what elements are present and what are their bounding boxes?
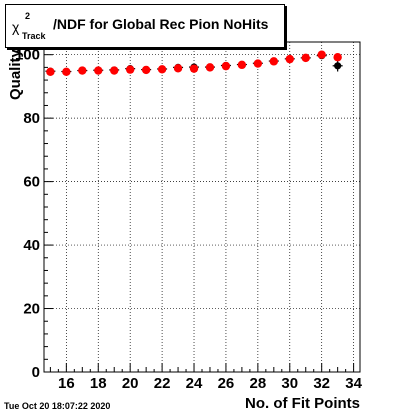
data-point <box>62 67 71 77</box>
y-tick-label: 80 <box>23 110 40 127</box>
title-subscript: Track <box>22 31 46 41</box>
x-tick-label: 20 <box>122 375 139 392</box>
chart-title-box: χ 2 Track /NDF for Global Rec Pion NoHit… <box>5 4 285 48</box>
x-tick-label: 32 <box>313 375 330 392</box>
y-tick-label: 100 <box>15 47 40 64</box>
data-point <box>110 66 119 75</box>
x-tick-label: 16 <box>58 375 75 392</box>
x-tick-label: 28 <box>250 375 267 392</box>
data-point <box>125 65 135 74</box>
data-point <box>157 65 167 74</box>
data-point <box>141 65 151 75</box>
x-tick-label: 24 <box>186 375 203 392</box>
y-tick-label: 40 <box>23 237 40 254</box>
data-point <box>285 54 294 64</box>
data-point <box>334 62 342 70</box>
y-axis-label: Quality <box>7 49 24 100</box>
data-point <box>317 50 326 59</box>
x-axis-label: No. of Fit Points <box>245 395 360 412</box>
axes: 16 18 20 22 24 26 28 30 32 34 0 20 40 60 80 100 <box>15 41 363 392</box>
data-point <box>269 57 279 66</box>
data-point <box>173 64 183 73</box>
y-tick-label: 60 <box>23 174 40 191</box>
data-point <box>46 67 55 77</box>
timestamp: Tue Oct 20 18:07:22 2020 <box>4 401 111 411</box>
x-tick-label: 22 <box>154 375 171 392</box>
title-superscript: 2 <box>25 11 31 21</box>
data-point <box>205 63 215 72</box>
data-point <box>253 59 263 68</box>
data-point <box>237 60 247 70</box>
data-point <box>221 61 231 71</box>
x-tick-label: 18 <box>90 375 107 392</box>
grid <box>44 42 360 373</box>
data-point <box>301 53 310 63</box>
plot-frame <box>43 41 361 373</box>
data-marks <box>45 50 343 77</box>
y-tick-label: 20 <box>23 301 40 318</box>
data-point <box>94 66 103 75</box>
data-point <box>333 53 342 62</box>
x-tick-label: 30 <box>281 375 298 392</box>
data-point <box>78 66 87 75</box>
data-point <box>189 64 199 73</box>
x-tick-label: 26 <box>218 375 235 392</box>
title-text: /NDF for Global Rec Pion NoHits <box>53 16 269 32</box>
x-tick-label: 34 <box>345 375 362 392</box>
y-tick-label: 0 <box>32 364 40 381</box>
title-symbol: χ <box>12 19 20 35</box>
